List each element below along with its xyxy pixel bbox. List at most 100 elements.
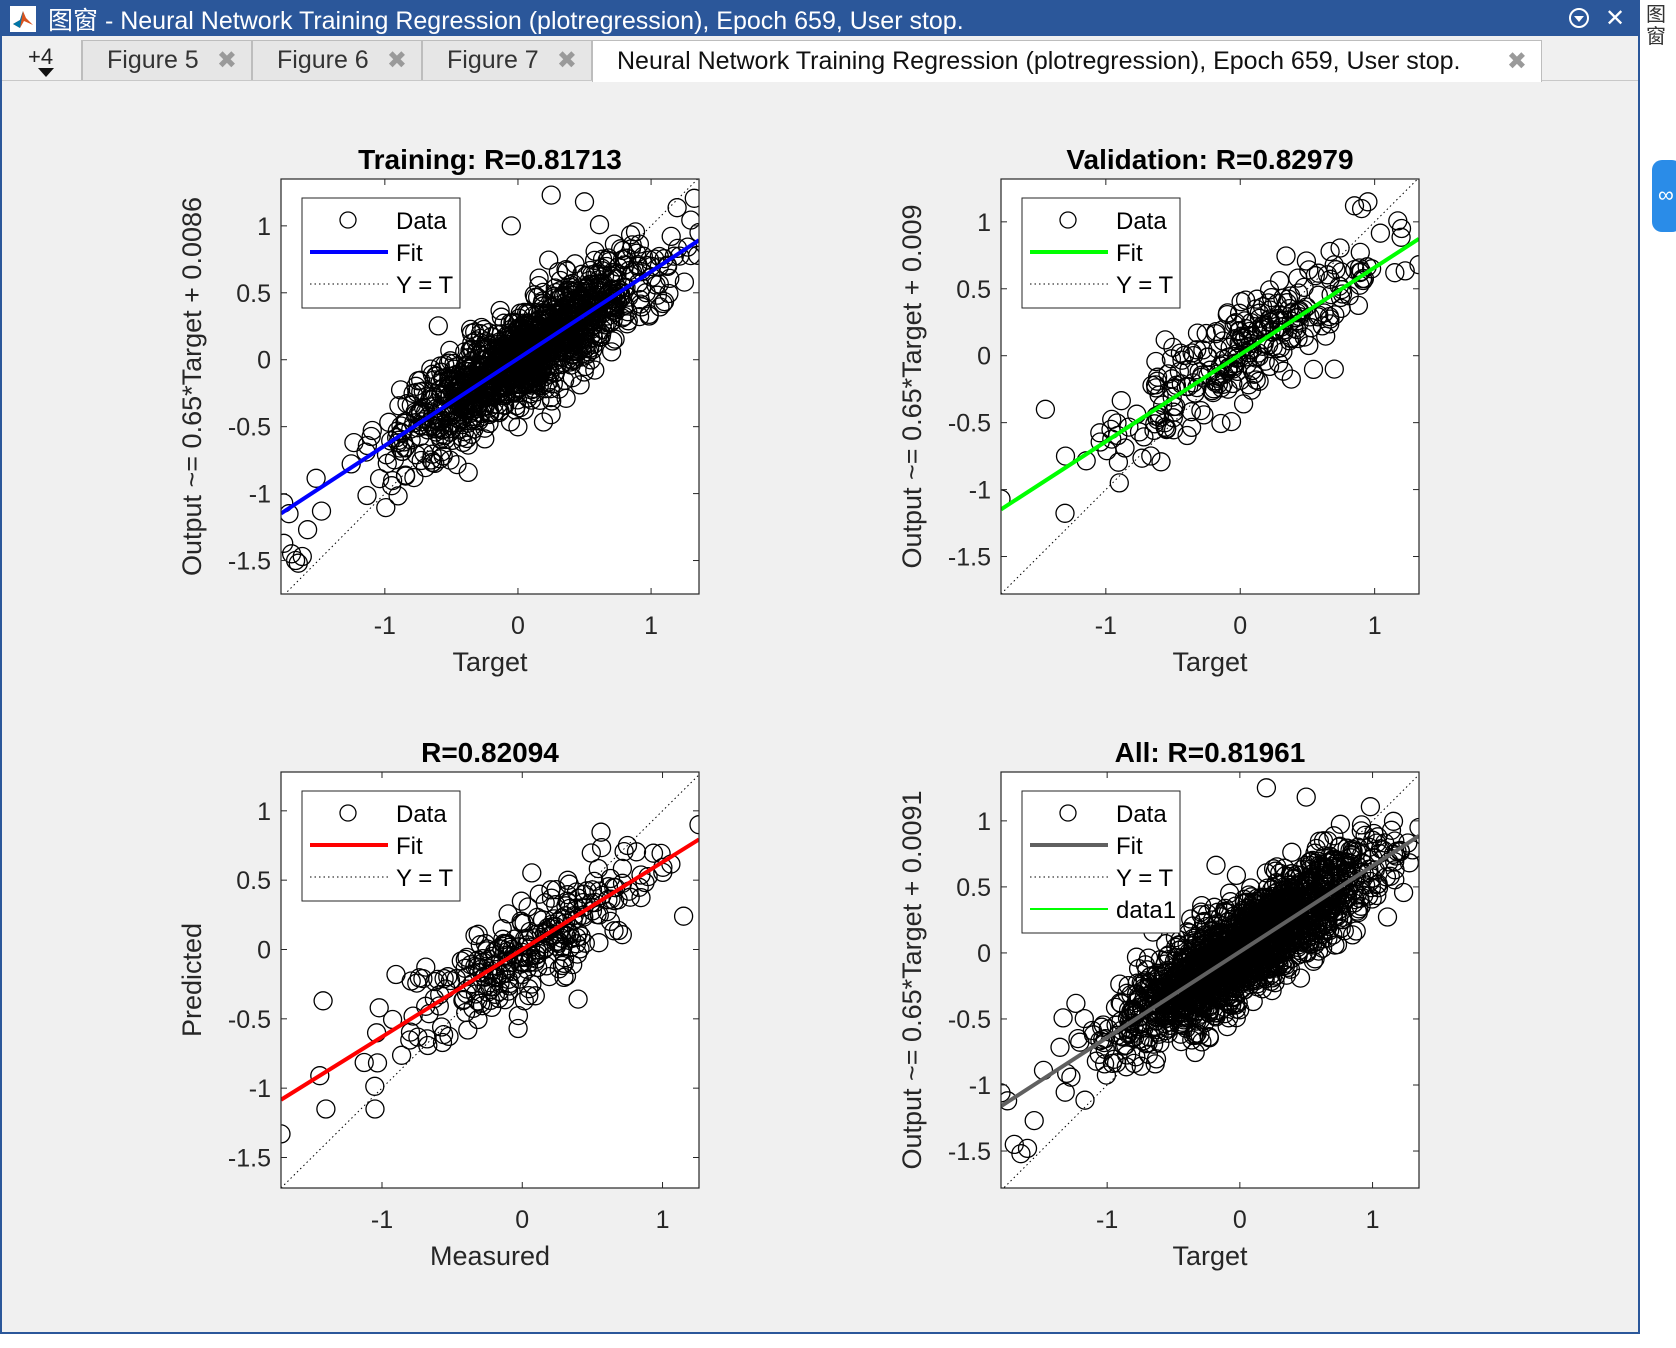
data-point xyxy=(297,520,318,540)
data-point xyxy=(1281,369,1301,389)
data-point xyxy=(643,843,664,863)
data-point xyxy=(1182,343,1202,363)
data-point xyxy=(1204,897,1225,917)
legend[interactable]: Data Fit Y = T xyxy=(1021,197,1181,309)
data-point xyxy=(392,423,412,443)
data-point xyxy=(1102,429,1122,449)
identity-line xyxy=(1002,774,1419,1188)
data-point xyxy=(508,1005,529,1026)
data-point xyxy=(1095,1029,1116,1049)
data-point xyxy=(673,906,694,926)
data-point xyxy=(600,868,621,889)
undock-icon[interactable] xyxy=(1566,4,1592,32)
tab-figure-5[interactable]: Figure 5 ✖ xyxy=(82,40,252,80)
data-point xyxy=(588,273,608,293)
identity-line xyxy=(281,774,699,1188)
x-tick-label: 1 xyxy=(656,1206,670,1234)
chevron-down-icon xyxy=(38,68,54,77)
data-point xyxy=(571,347,591,367)
data-point xyxy=(1257,878,1278,898)
data-point xyxy=(1324,826,1344,846)
data-point xyxy=(503,313,523,333)
data-point xyxy=(1167,1005,1187,1025)
side-float-button[interactable]: ∞ xyxy=(1652,160,1676,232)
fit-line xyxy=(1001,834,1419,1108)
data-point xyxy=(1223,373,1243,394)
data-point xyxy=(1194,405,1214,425)
data-point xyxy=(605,284,625,304)
data-point xyxy=(627,243,647,263)
data-point xyxy=(1366,833,1387,853)
data-point xyxy=(689,815,699,835)
legend[interactable]: Data Fit Y = T xyxy=(301,197,461,309)
data-point xyxy=(1156,1020,1176,1041)
data-point xyxy=(1161,349,1182,369)
close-tab-icon[interactable]: ✖ xyxy=(1506,48,1527,75)
data-point xyxy=(1035,399,1056,419)
data-point xyxy=(495,386,515,406)
data-point xyxy=(1281,328,1301,348)
data-point xyxy=(1170,1002,1190,1022)
data-point xyxy=(391,1045,412,1065)
data-point xyxy=(311,501,332,521)
data-point xyxy=(439,1026,459,1047)
data-point xyxy=(612,858,633,879)
data-point xyxy=(550,281,570,301)
data-point xyxy=(553,331,574,351)
legend[interactable]: Data Fit Y = T data1 xyxy=(1021,790,1181,934)
legend[interactable]: Data Fit Y = T xyxy=(301,790,461,902)
data-point xyxy=(542,391,562,411)
data-point xyxy=(1011,1144,1031,1164)
title-bar[interactable]: 图窗 - Neural Network Training Regression … xyxy=(2,2,1638,36)
data-point xyxy=(1132,448,1152,468)
tab-figure-6[interactable]: Figure 6 ✖ xyxy=(252,40,422,80)
data-point xyxy=(1166,937,1186,957)
data-point xyxy=(1265,861,1286,881)
data-point xyxy=(435,425,455,446)
data-point xyxy=(1138,1044,1159,1064)
data-point xyxy=(527,907,547,928)
data-point xyxy=(1217,1016,1237,1037)
tab-figure-7[interactable]: Figure 7 ✖ xyxy=(422,40,592,80)
data-point xyxy=(1261,923,1281,944)
data-point xyxy=(558,885,578,905)
data-point xyxy=(558,349,579,369)
y-tick-label: -0.5 xyxy=(228,414,271,442)
close-tab-icon[interactable]: ✖ xyxy=(216,47,237,74)
tab-regression-plot[interactable]: Neural Network Training Regression (plot… xyxy=(592,40,1542,82)
data-point xyxy=(518,355,538,375)
legend-marker xyxy=(1059,804,1077,822)
data-point xyxy=(1271,941,1291,961)
tab-label: Neural Network Training Regression (plot… xyxy=(617,47,1461,75)
data-point xyxy=(508,1018,528,1039)
legend-marker xyxy=(339,211,357,229)
data-point xyxy=(480,402,500,423)
data-point xyxy=(1332,279,1352,300)
figure-tab-bar: +4 Figure 5 ✖ Figure 6 ✖ Figure 7 ✖ Neur… xyxy=(2,36,1638,82)
y-tick-label: -1.5 xyxy=(228,548,271,576)
axes-3: -1 0 1 -1.5 -1 -0.5 0 0.5 1 R=0.82094 Measured Pred… xyxy=(177,737,700,1271)
data-point xyxy=(1208,913,1228,934)
data-point xyxy=(1225,993,1246,1013)
data-point xyxy=(1172,350,1192,370)
data-point xyxy=(1173,964,1193,984)
data-point xyxy=(600,911,621,932)
close-tab-icon[interactable]: ✖ xyxy=(556,47,577,74)
data-point xyxy=(639,304,659,325)
data-point xyxy=(519,979,539,999)
tab-overflow-button[interactable]: +4 xyxy=(8,40,82,80)
data-point xyxy=(612,925,632,945)
x-tick-label: 1 xyxy=(1368,612,1382,640)
data-point xyxy=(1330,878,1350,898)
data-point xyxy=(1301,318,1321,338)
data-point xyxy=(631,887,651,908)
data-point xyxy=(438,967,458,987)
data-point xyxy=(589,933,609,953)
data-point xyxy=(1180,975,1200,995)
close-window-icon[interactable]: ✕ xyxy=(1604,4,1626,32)
data-point xyxy=(1163,420,1184,440)
close-tab-icon[interactable]: ✖ xyxy=(386,47,407,74)
x-tick-label: 0 xyxy=(511,612,525,640)
data-point xyxy=(587,265,607,285)
data-point xyxy=(1093,1015,1113,1035)
